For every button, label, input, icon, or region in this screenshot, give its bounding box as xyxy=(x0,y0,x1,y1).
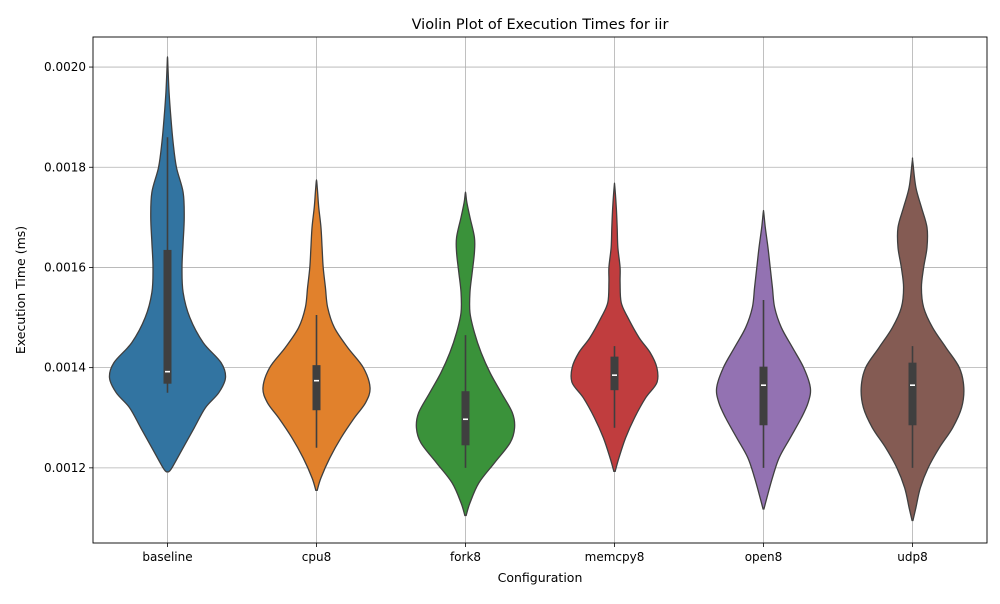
violin-udp8 xyxy=(860,157,965,522)
violin-iqr-box xyxy=(461,391,470,446)
plot-background xyxy=(93,37,987,543)
y-axis-label: Execution Time (ms) xyxy=(13,226,28,354)
y-axis: 0.0012 0.0014 0.0016 0.0018 0.0020 xyxy=(44,60,93,475)
x-tick-label: fork8 xyxy=(450,550,481,564)
y-tick-label: 0.0020 xyxy=(44,60,86,74)
violin-body xyxy=(570,182,659,473)
x-tick-label: cpu8 xyxy=(302,550,331,564)
violin-body xyxy=(860,157,965,522)
violins xyxy=(108,56,965,522)
y-tick-label: 0.0012 xyxy=(44,461,86,475)
violin-memcpy8 xyxy=(570,182,659,473)
violin-fork8 xyxy=(415,191,516,517)
y-tick-label: 0.0014 xyxy=(44,361,86,375)
violin-cpu8 xyxy=(262,179,371,492)
violin-iqr-box xyxy=(908,362,917,426)
x-tick-label: open8 xyxy=(745,550,783,564)
x-tick-label: udp8 xyxy=(897,550,927,564)
y-tick-label: 0.0018 xyxy=(44,160,86,174)
x-axis: baseline cpu8 fork8 memcpy8 open8 udp8 xyxy=(142,543,928,564)
chart-title: Violin Plot of Execution Times for iir xyxy=(412,17,669,33)
plot-frame xyxy=(92,36,988,544)
x-tick-label: memcpy8 xyxy=(585,550,645,564)
violin-iqr-box xyxy=(163,249,172,384)
y-tick-label: 0.0016 xyxy=(44,260,86,274)
x-tick-label: baseline xyxy=(142,550,192,564)
violin-iqr-box xyxy=(610,356,619,391)
violin-iqr-box xyxy=(312,365,321,411)
violin-iqr-box xyxy=(759,366,768,426)
x-axis-label: Configuration xyxy=(498,570,583,585)
violin-baseline xyxy=(108,56,227,473)
violin-open8 xyxy=(715,209,812,510)
